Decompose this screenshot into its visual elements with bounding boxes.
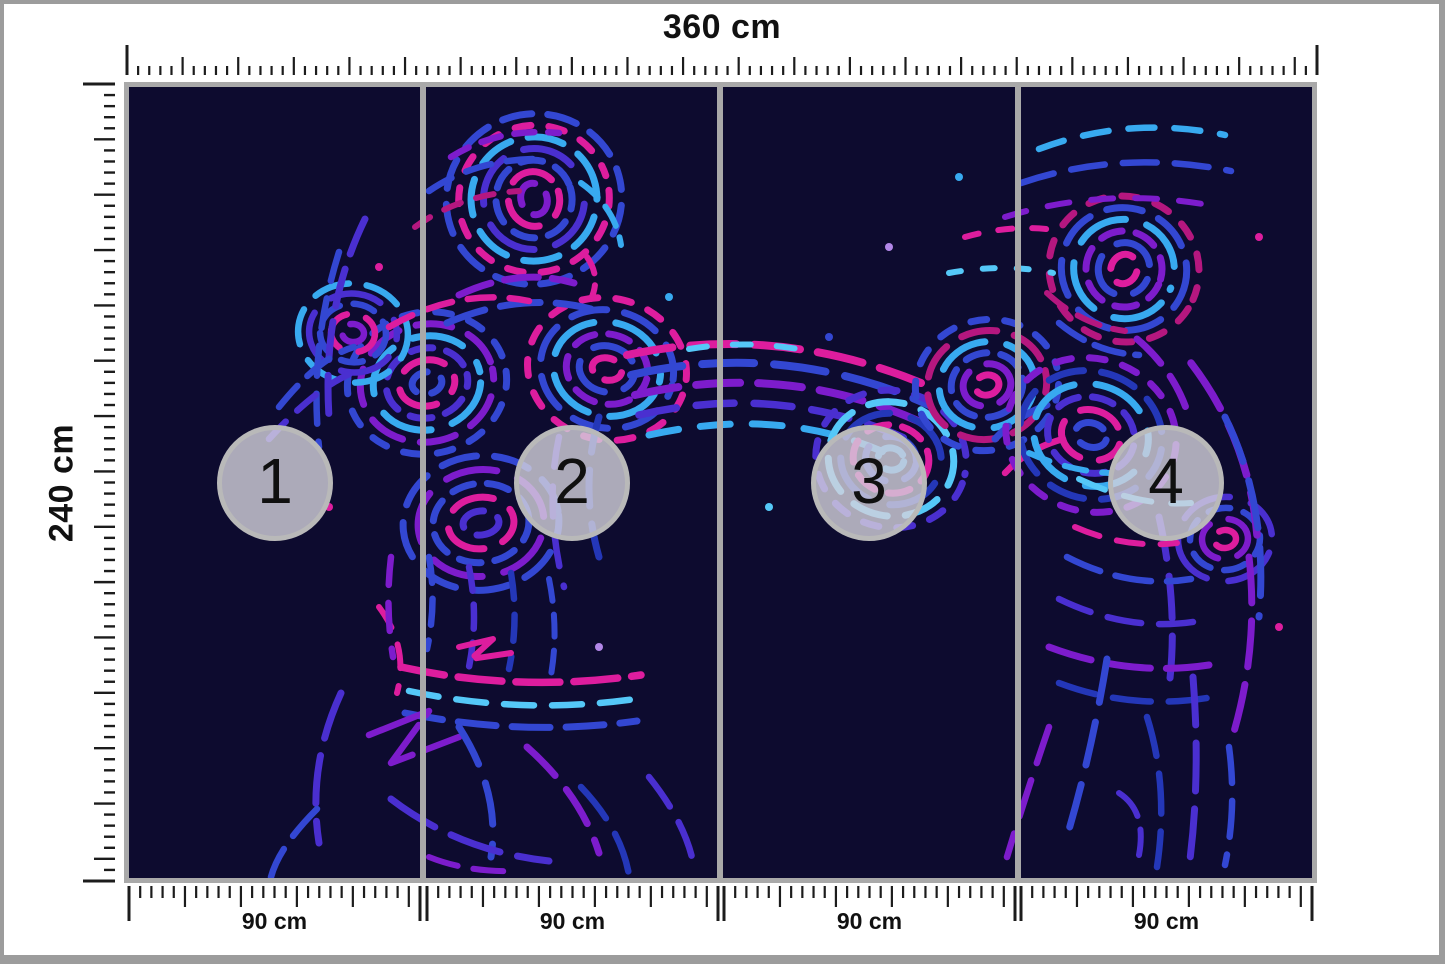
image-border-left	[0, 0, 4, 964]
image-border-right	[1439, 0, 1445, 964]
badge-number: 4	[1148, 445, 1184, 517]
badge-number: 2	[554, 445, 590, 517]
panel-divider-2	[717, 87, 723, 878]
panel-width-label-4: 90 cm	[1133, 908, 1200, 934]
width-dimension-label: 360 cm	[662, 8, 782, 46]
top-ruler-ticks	[125, 45, 1319, 75]
panel-width-label-1: 90 cm	[241, 908, 308, 934]
bottom-ruler-segment-2	[425, 886, 720, 921]
bottom-ruler-segment-3	[722, 886, 1017, 921]
image-border-top	[0, 0, 1445, 4]
left-ruler-ticks	[83, 82, 115, 883]
panel-number-badge-1: 1	[217, 425, 333, 541]
image-border-bottom	[0, 955, 1445, 964]
panel-divider-3	[1015, 87, 1021, 878]
badge-number: 1	[257, 445, 293, 517]
panel-width-label-3: 90 cm	[836, 908, 903, 934]
badge-number: 3	[851, 445, 887, 517]
panel-divider-1	[420, 87, 426, 878]
bottom-ruler-segment-4	[1019, 886, 1314, 921]
panel-width-label-2: 90 cm	[539, 908, 606, 934]
panel-number-badge-3: 3	[811, 425, 927, 541]
bottom-ruler-segment-1	[127, 886, 422, 921]
panel-number-badge-2: 2	[514, 425, 630, 541]
panel-number-badge-4: 4	[1108, 425, 1224, 541]
height-dimension-label: 240 cm	[42, 423, 81, 543]
